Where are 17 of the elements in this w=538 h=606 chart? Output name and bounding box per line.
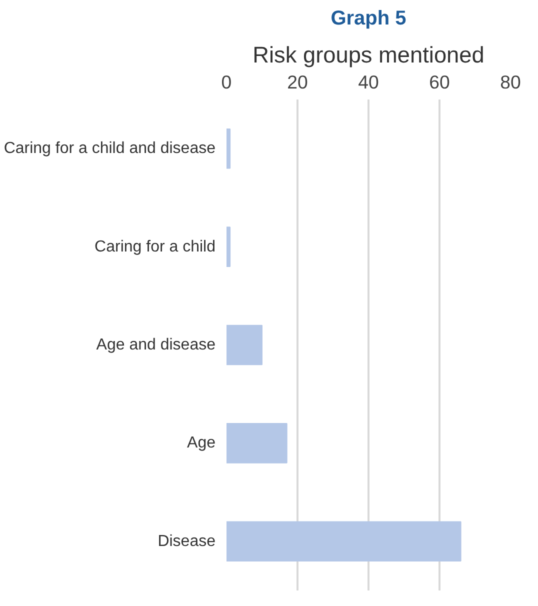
- bar: [226, 324, 262, 366]
- x-tick-label: 0: [221, 72, 232, 92]
- x-tick-label: 20: [287, 72, 308, 92]
- chart-title: Graph 5: [330, 8, 406, 30]
- x-tick-label: 40: [358, 72, 379, 92]
- chart-subtitle: Risk groups mentioned: [252, 42, 484, 68]
- bar: [226, 128, 231, 169]
- bar: [226, 423, 288, 464]
- x-tick-label: 80: [500, 72, 521, 92]
- y-tick-label: Age: [187, 434, 216, 452]
- y-tick-label: Disease: [158, 532, 216, 550]
- bar: [226, 226, 231, 267]
- y-tick-label: Age and disease: [96, 336, 216, 354]
- y-tick-label: Caring for a child: [94, 238, 216, 256]
- bar: [226, 521, 462, 562]
- x-tick-label: 60: [429, 72, 450, 92]
- y-tick-label: Caring for a child and disease: [4, 140, 216, 158]
